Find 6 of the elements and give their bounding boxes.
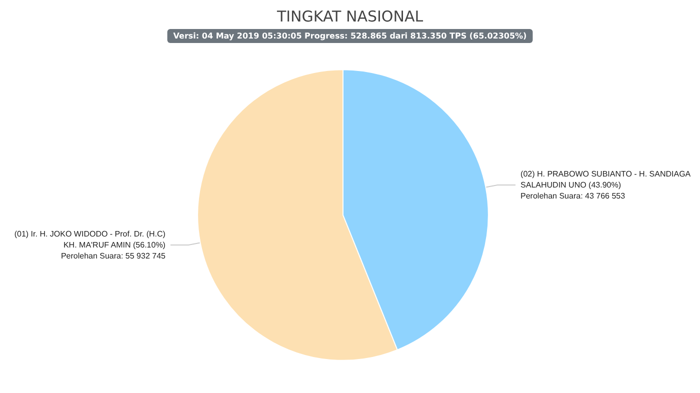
chart-subtitle: Versi: 04 May 2019 05:30:05 Progress: 528.865 dari 813.350 TPS (65.02305%) — [173, 32, 527, 40]
slice-label: (02) H. PRABOWO SUBIANTO - H. SANDIAGA SALAHUDIN UNO (43.90%) — [520, 170, 692, 190]
slice-label: (01) Ir. H. JOKO WIDODO - Prof. Dr. (H.C) KH. MA'RUF AMIN (56.10%) — [14, 229, 166, 250]
data-label: Perolehan Suara: 55 932 745 — [60, 251, 166, 260]
chart-title: TINGKAT NASIONAL — [276, 8, 424, 26]
data-label: Perolehan Suara: 43 766 553 — [520, 192, 626, 201]
